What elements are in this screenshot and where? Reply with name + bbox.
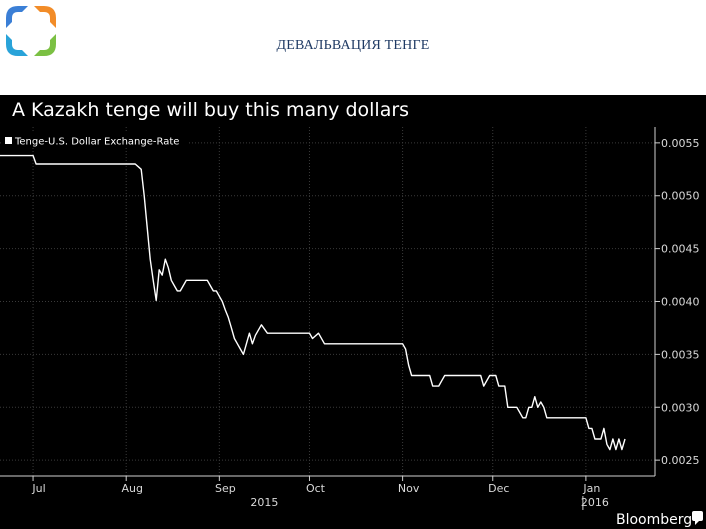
- slide-title: ДЕВАЛЬВАЦИЯ ТЕНГЕ: [276, 38, 430, 53]
- exchange-rate-chart: A Kazakh tenge will buy this many dollar…: [0, 99, 703, 528]
- y-tick-label: 0.0035: [661, 348, 700, 361]
- series-line: [0, 154, 626, 451]
- series-layer: [0, 154, 626, 451]
- brand-name: Bloomberg: [616, 512, 692, 528]
- brand-logo: [0, 0, 62, 62]
- chart-panel: [0, 95, 706, 529]
- x-tick-label: Aug: [121, 482, 142, 495]
- y-tick-label: 0.0055: [661, 137, 700, 150]
- speech-bubble-icon: [692, 511, 703, 525]
- x-tick-label: Jan: [582, 482, 600, 495]
- y-tick-label: 0.0040: [661, 296, 700, 309]
- y-tick-label: 0.0025: [661, 454, 700, 467]
- chart-title: A Kazakh tenge will buy this many dollar…: [12, 99, 409, 121]
- x-year-label: 2015: [250, 496, 278, 509]
- y-tick-label: 0.0050: [661, 190, 700, 203]
- x-tick-label: Oct: [306, 482, 326, 495]
- x-tick-label: Nov: [398, 482, 420, 495]
- legend: Tenge-U.S. Dollar Exchange-Rate: [1, 132, 187, 148]
- bloomberg-brand: Bloomberg: [616, 511, 703, 528]
- x-tick-label: Sep: [215, 482, 236, 495]
- y-tick-label: 0.0030: [661, 401, 700, 414]
- x-year-label: 2016: [581, 496, 609, 509]
- grid-lines: [0, 127, 655, 476]
- y-tick-label: 0.0045: [661, 243, 700, 256]
- x-tick-label: Jul: [31, 482, 45, 495]
- axes: 0.0055 0.0050 0.0045 0.0040 0.0035 0.0030 0.00…: [0, 127, 700, 510]
- legend-swatch: [5, 137, 12, 144]
- x-tick-label: Dec: [488, 482, 509, 495]
- legend-label: Tenge-U.S. Dollar Exchange-Rate: [14, 137, 179, 148]
